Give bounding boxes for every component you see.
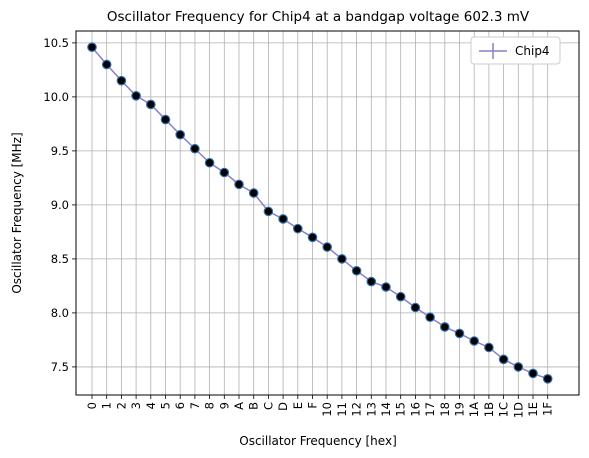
x-tick-label: 3 [129, 402, 143, 409]
x-tick-label: 1D [511, 402, 525, 418]
x-tick-label: 5 [159, 402, 173, 409]
x-tick-label: 16 [408, 402, 422, 417]
x-tick-label: A [232, 402, 246, 410]
y-tick-label: 8.5 [51, 252, 69, 266]
x-axis-ticks: 0 1 2 3 4 5 6 7 8 9 A B C D E F 10 11 12 13 14 15 16 17 18 19 1A 1B… [85, 395, 555, 418]
x-tick-label: 7 [188, 402, 202, 409]
data-point [116, 75, 127, 86]
data-point [219, 167, 230, 178]
grid [76, 31, 579, 395]
x-tick-label: 12 [350, 402, 364, 417]
x-tick-label: 1 [100, 402, 114, 409]
y-axis-ticks: 7.5 8.0 8.5 9.0 9.5 10.0 10.5 [43, 36, 76, 374]
data-point [454, 328, 465, 339]
x-tick-label: 1B [482, 402, 496, 417]
data-point [528, 368, 538, 379]
data-point [278, 214, 288, 224]
y-tick-label: 9.5 [51, 144, 69, 158]
data-point [513, 362, 524, 372]
data-point [410, 302, 421, 313]
data-point [395, 291, 406, 302]
x-tick-label: 1F [541, 402, 555, 416]
x-tick-label: 9 [217, 402, 231, 409]
data-point [484, 342, 494, 353]
data-point [322, 242, 332, 252]
x-axis-label: Oscillator Frequency [hex] [239, 434, 397, 448]
data-point [498, 354, 509, 365]
x-tick-label: E [291, 402, 305, 409]
data-point [248, 188, 259, 198]
data-point [146, 99, 156, 110]
data-point [190, 143, 200, 154]
data-point [292, 223, 303, 234]
chart-title: Oscillator Frequency for Chip4 at a band… [107, 9, 530, 25]
x-tick-label: 2 [114, 402, 128, 409]
data-point [204, 157, 215, 168]
x-tick-label: D [276, 402, 290, 411]
x-tick-label: 11 [335, 402, 349, 417]
data-point [425, 312, 435, 323]
x-tick-label: 6 [173, 402, 187, 409]
x-tick-label: 4 [144, 402, 158, 409]
data-point [87, 42, 97, 53]
x-tick-label: 1C [497, 402, 511, 417]
y-tick-label: 7.5 [51, 360, 69, 374]
data-point [381, 282, 391, 292]
y-tick-label: 8.0 [51, 306, 69, 320]
x-tick-label: 10 [320, 402, 334, 417]
data-point [307, 232, 318, 243]
data-point [337, 254, 347, 264]
data-point [131, 91, 141, 101]
data-point [175, 129, 185, 140]
data-point [234, 179, 244, 190]
x-tick-label: 1A [467, 402, 481, 417]
data-point [542, 373, 553, 384]
x-tick-label: 18 [438, 402, 452, 417]
x-tick-label: 15 [394, 402, 408, 417]
x-tick-label: 8 [203, 402, 217, 409]
x-tick-label: 19 [453, 402, 467, 417]
x-tick-label: 0 [85, 402, 99, 409]
y-axis-label: Oscillator Frequency [MHz] [10, 132, 24, 293]
x-tick-label: B [247, 402, 261, 410]
y-tick-label: 10.0 [43, 90, 69, 104]
data-point [351, 265, 362, 276]
x-tick-label: 1E [526, 402, 540, 417]
series-layer [87, 42, 553, 384]
data-point [469, 336, 479, 346]
data-point [366, 276, 377, 287]
x-tick-label: F [306, 402, 320, 409]
data-point [160, 114, 171, 125]
data-point [263, 206, 274, 217]
x-tick-label: C [261, 402, 275, 410]
x-tick-label: 17 [423, 402, 437, 417]
x-tick-label: 13 [364, 402, 378, 417]
legend: Chip4 [470, 36, 561, 65]
legend-label-chip4: Chip4 [515, 44, 550, 58]
y-tick-label: 9.0 [51, 198, 69, 212]
data-point [101, 59, 112, 70]
y-tick-label: 10.5 [43, 36, 69, 50]
x-tick-label: 14 [379, 402, 393, 417]
data-point [439, 322, 450, 332]
